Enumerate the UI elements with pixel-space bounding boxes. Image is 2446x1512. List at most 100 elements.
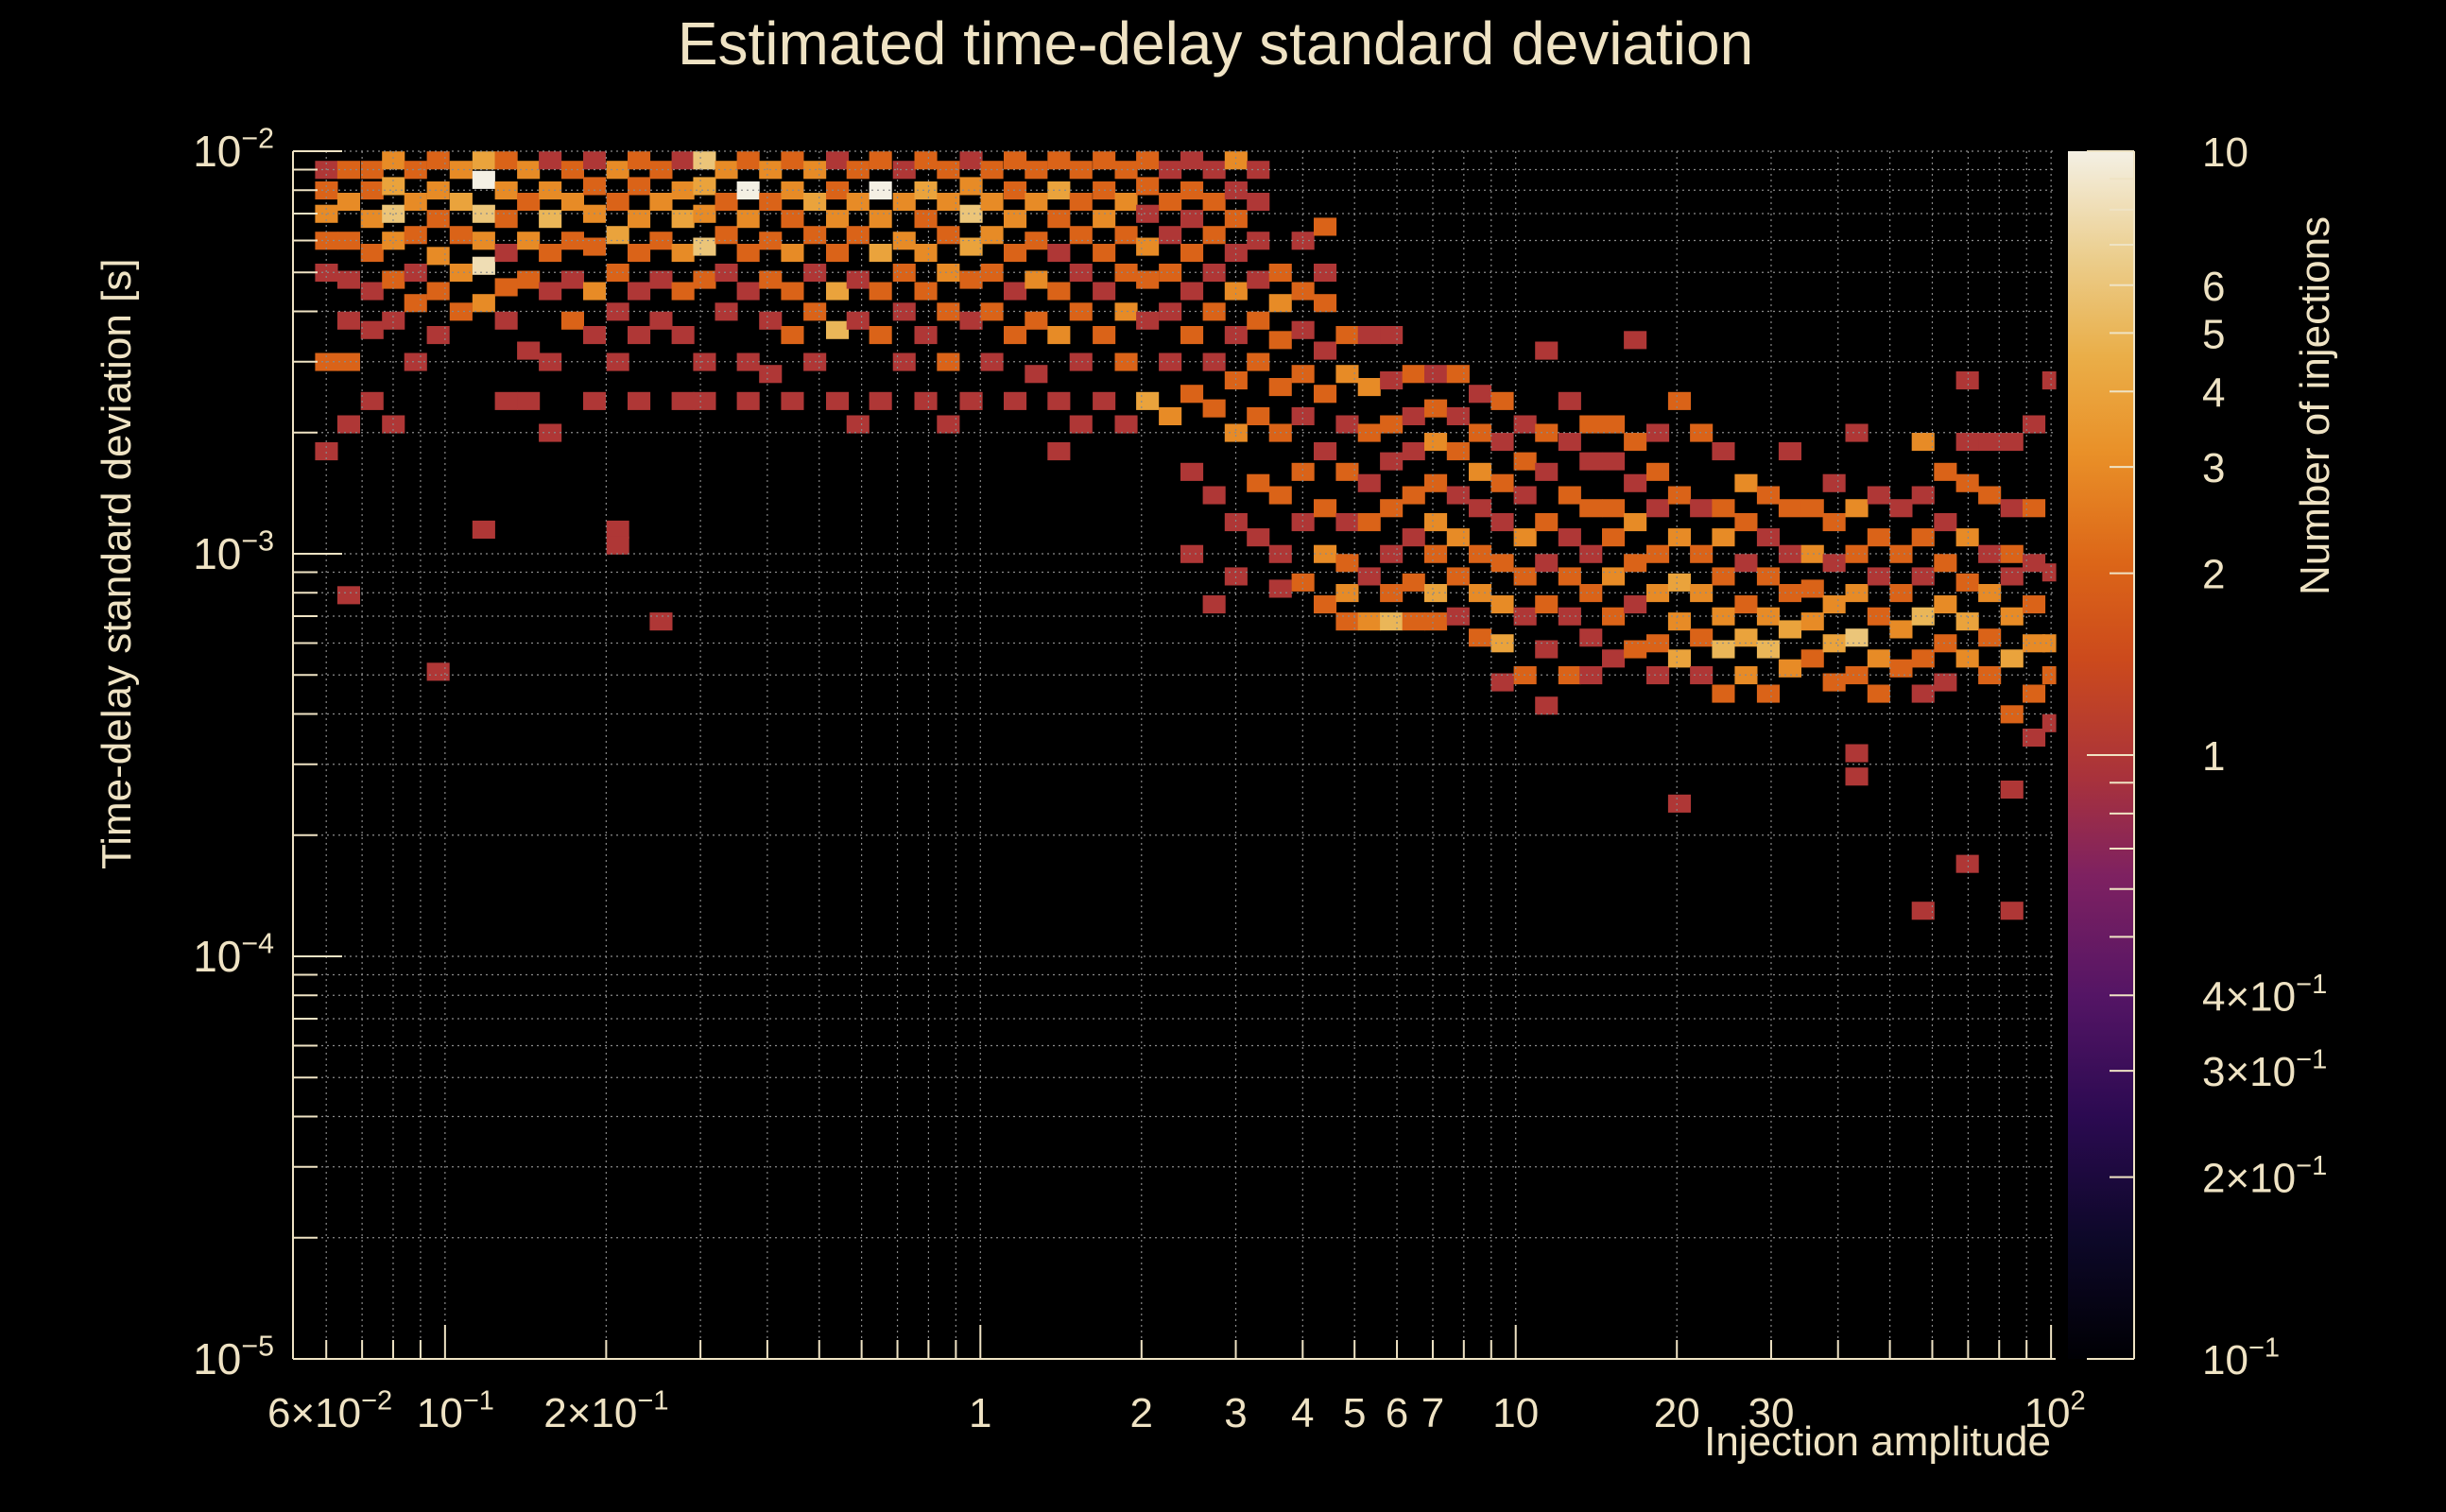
- heatmap-cell: [693, 151, 716, 170]
- heatmap-cell: [315, 232, 338, 250]
- axes: [292, 150, 2056, 1360]
- heatmap-cell: [1690, 499, 1714, 518]
- heatmap-cell: [1159, 161, 1182, 180]
- heatmap-cell: [671, 282, 695, 301]
- heatmap-cell: [628, 177, 651, 196]
- heatmap-cell: [1490, 513, 1514, 532]
- heatmap-cell: [1624, 513, 1647, 532]
- heatmap-cell: [1291, 320, 1315, 339]
- heatmap-cell: [914, 244, 938, 263]
- heatmap-cell: [1579, 499, 1603, 518]
- heatmap-cell: [892, 302, 916, 321]
- heatmap-cell: [449, 193, 473, 212]
- heatmap-cell: [1646, 666, 1670, 685]
- heatmap-cell: [649, 311, 673, 330]
- heatmap-cell: [1690, 584, 1714, 603]
- heatmap-cell: [1602, 452, 1626, 471]
- heatmap-cell: [781, 151, 804, 170]
- heatmap-cell: [583, 237, 607, 256]
- heatmap-cell: [937, 302, 960, 321]
- heatmap-cell: [1513, 415, 1537, 434]
- heatmap-cell: [846, 311, 870, 330]
- heatmap-cell: [449, 226, 473, 245]
- heatmap-cell: [2023, 729, 2046, 747]
- heatmap-cell: [1624, 640, 1647, 659]
- heatmap-cell: [1712, 499, 1735, 518]
- heatmap-cell: [892, 193, 916, 212]
- heatmap-cell: [1934, 595, 1957, 614]
- heatmap-cell: [1558, 567, 1581, 586]
- heatmap-cell: [539, 181, 562, 200]
- heatmap-cell: [404, 294, 427, 313]
- heatmap-cell: [846, 270, 870, 289]
- heatmap-cell: [869, 244, 892, 263]
- heatmap-cell: [1469, 628, 1492, 647]
- heatmap-cell: [1357, 378, 1381, 397]
- heatmap-cell: [628, 210, 651, 229]
- heatmap-cell: [1667, 528, 1691, 547]
- heatmap-cell: [1314, 217, 1337, 236]
- heatmap-cell: [2023, 595, 2046, 614]
- heatmap-cell: [1734, 628, 1758, 647]
- heatmap-cell: [1955, 433, 1979, 452]
- heatmap-cell: [980, 226, 1004, 245]
- heatmap-cell: [715, 161, 738, 180]
- heatmap-cell: [1047, 210, 1071, 229]
- heatmap-cell: [1180, 151, 1204, 170]
- x-tick-label: 2: [1130, 1390, 1153, 1436]
- heatmap-cell: [1335, 365, 1359, 384]
- heatmap-cell: [404, 226, 427, 245]
- x-tick-label: 1: [969, 1390, 991, 1436]
- heatmap-cell: [1867, 684, 1890, 703]
- heatmap-cell: [1535, 696, 1559, 715]
- heatmap-cell: [1202, 352, 1226, 371]
- heatmap-cell: [1357, 612, 1381, 631]
- heatmap-cell: [336, 161, 360, 180]
- heatmap-cell: [1291, 462, 1315, 481]
- heatmap-cell: [1558, 391, 1581, 410]
- heatmap-cell: [2023, 684, 2046, 703]
- heatmap-cell: [959, 151, 983, 170]
- heatmap-cell: [1602, 567, 1626, 586]
- heatmap-cell: [449, 161, 473, 180]
- heatmap-cell: [846, 226, 870, 245]
- heatmap-cell: [1093, 282, 1116, 301]
- heatmap-cell: [1867, 607, 1890, 626]
- heatmap-cell: [1180, 210, 1204, 229]
- heatmap-cell: [1778, 544, 1801, 563]
- heatmap-cell: [336, 311, 360, 330]
- heatmap-cell: [1247, 406, 1270, 425]
- heatmap-cell: [1224, 151, 1248, 170]
- heatmap-cell: [1602, 649, 1626, 668]
- heatmap-cell: [426, 326, 450, 345]
- heatmap-cell: [937, 226, 960, 245]
- heatmap-cell: [1602, 415, 1626, 434]
- heatmap-cell: [892, 352, 916, 371]
- heatmap-cell: [1490, 595, 1514, 614]
- heatmap-cell: [517, 193, 541, 212]
- x-tick-label: 20: [1654, 1390, 1700, 1436]
- heatmap-cell: [404, 161, 427, 180]
- heatmap-cell: [1069, 264, 1093, 283]
- heatmap-cell: [1136, 391, 1160, 410]
- heatmap-cell: [426, 181, 450, 200]
- heatmap-cell: [1047, 244, 1071, 263]
- heatmap-cell: [494, 278, 518, 297]
- heatmap-cell: [1889, 659, 1913, 678]
- heatmap-cell: [360, 391, 384, 410]
- colorbar-tick-label: 1: [2202, 733, 2225, 780]
- heatmap-cell: [1402, 573, 1425, 592]
- heatmap-cell: [1136, 270, 1160, 289]
- heatmap-cell: [869, 151, 892, 170]
- heatmap-cell: [1667, 391, 1691, 410]
- heatmap-cell: [1934, 554, 1957, 573]
- heatmap-cell: [1202, 302, 1226, 321]
- colorbar-tick-label: 6: [2202, 264, 2225, 310]
- heatmap-cell: [1025, 193, 1048, 212]
- heatmap-cell: [826, 244, 850, 263]
- heatmap-cell: [671, 181, 695, 200]
- heatmap-cell: [693, 204, 716, 223]
- heatmap-cell: [1978, 433, 2002, 452]
- heatmap-cell: [980, 193, 1004, 212]
- heatmap-cell: [1845, 423, 1869, 442]
